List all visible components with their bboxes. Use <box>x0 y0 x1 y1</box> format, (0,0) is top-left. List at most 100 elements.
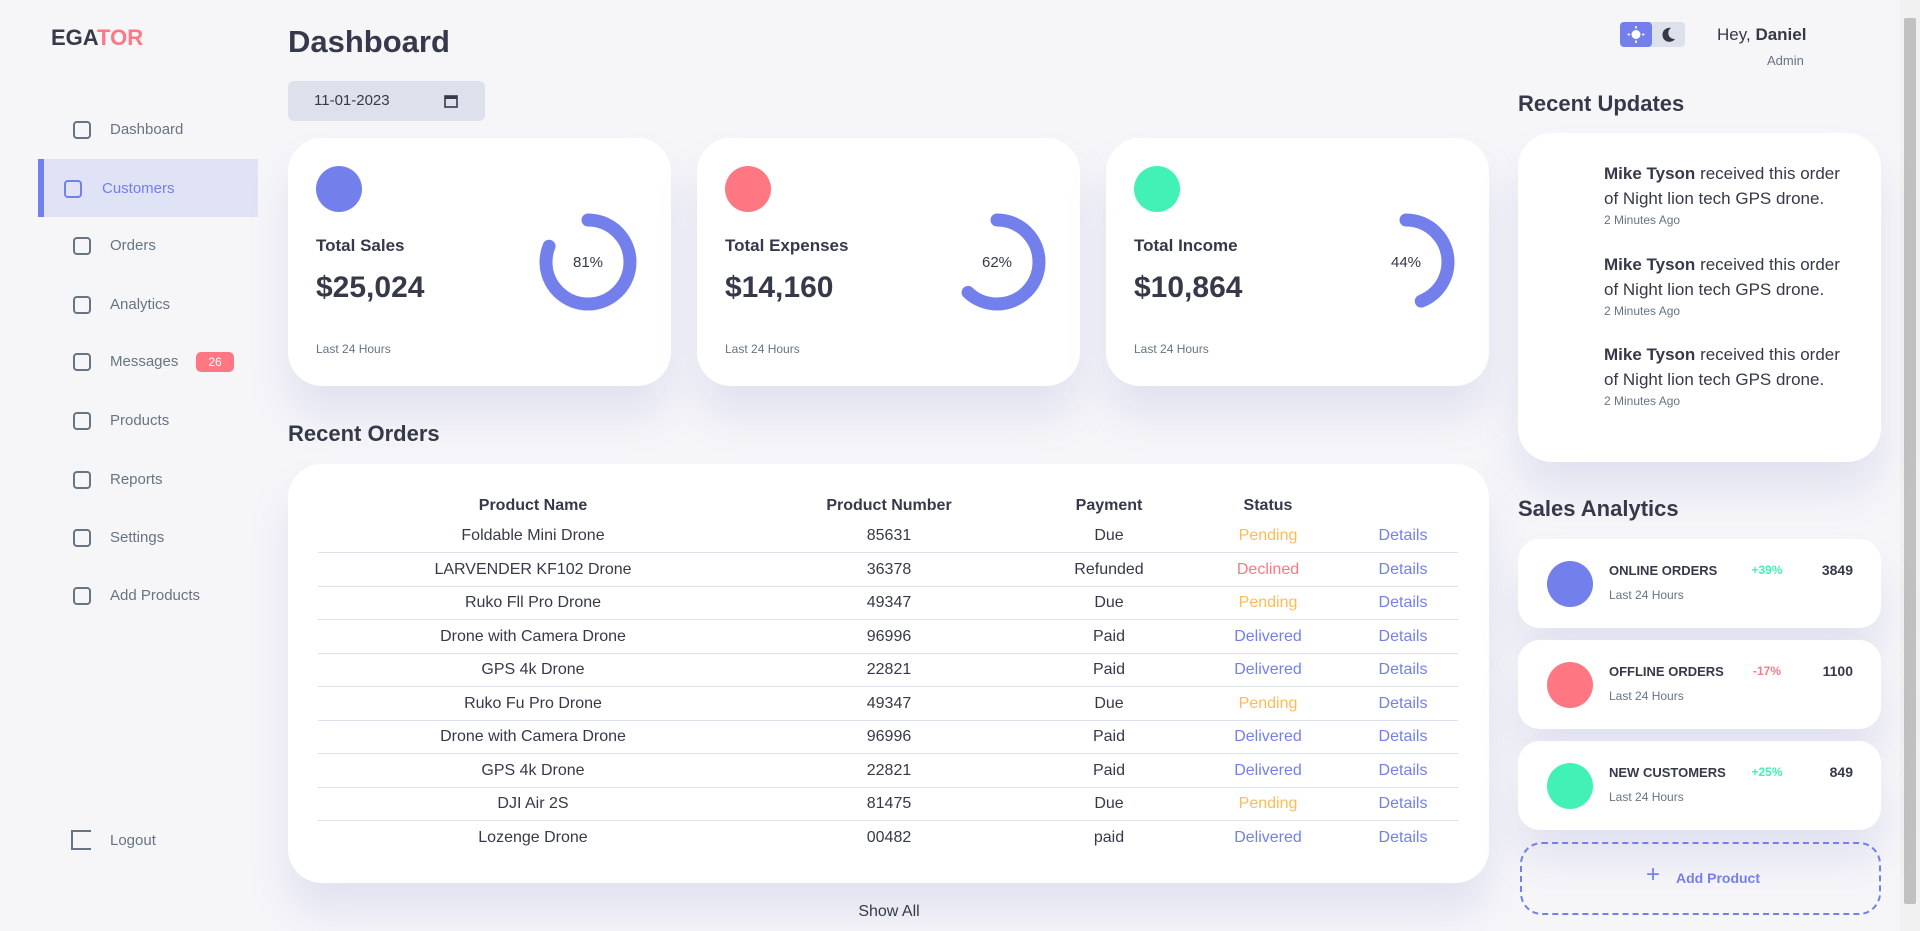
menu-icon <box>73 412 91 430</box>
section-title: Sales Analytics <box>1518 496 1679 521</box>
update-text: received this order of Night lion tech G… <box>1604 164 1840 208</box>
update-message: Mike Tyson received this order of Night … <box>1604 161 1856 211</box>
menu-item[interactable]: Messages <box>110 353 179 370</box>
details-link[interactable]: Details <box>1378 560 1428 578</box>
table-cell: Due <box>1094 594 1124 611</box>
card-value: $14,160 <box>725 271 834 304</box>
table-cell: Delivered <box>1234 761 1302 779</box>
menu-item[interactable]: Settings <box>110 529 165 546</box>
details-link[interactable]: Details <box>1378 527 1428 544</box>
active-item-bg[interactable] <box>38 159 258 217</box>
table-cell: Due <box>1094 527 1124 544</box>
menu-item[interactable]: Customers <box>102 180 175 197</box>
moon-icon[interactable] <box>1653 22 1685 47</box>
calendar-icon <box>444 95 458 108</box>
row-divider <box>318 552 1458 553</box>
menu-item[interactable]: Orders <box>110 237 156 254</box>
table-cell: Paid <box>1092 761 1126 779</box>
analytics-note: Last 24 Hours <box>1609 588 1684 602</box>
section-title: Recent Updates <box>1518 91 1685 116</box>
icon-shape <box>73 412 91 430</box>
table-cell: Pending <box>1238 694 1298 712</box>
stat-card: Total Expenses $14,160 Last 24 Hours 62% <box>697 138 1080 386</box>
icon-shape <box>73 121 91 139</box>
table-cell: 00482 <box>866 828 912 846</box>
menu-item[interactable]: Analytics <box>110 296 171 313</box>
add-product[interactable]: + Add Product <box>1520 842 1881 915</box>
light-mode[interactable] <box>1620 22 1652 47</box>
card-note: Last 24 Hours <box>1134 342 1209 356</box>
table-cell: Drone with Camera Drone <box>440 627 626 645</box>
table-cell: 49347 <box>866 694 912 712</box>
details-link[interactable]: Details <box>1378 694 1428 712</box>
analytics-item: OFFLINE ORDERS Last 24 Hours -17% 1100 <box>1518 640 1881 729</box>
details-link[interactable]: Details <box>1378 761 1428 779</box>
analytics-note: Last 24 Hours <box>1609 790 1684 804</box>
menu-item[interactable]: Reports <box>110 471 163 488</box>
updates-card: Mike Tyson received this order of Night … <box>1518 133 1881 462</box>
analytics-icon <box>1547 662 1593 708</box>
details-link[interactable]: Details <box>1378 594 1428 611</box>
menu-icon <box>73 471 91 489</box>
add-product-label: Add Product <box>1676 870 1760 886</box>
details-link[interactable]: Details <box>1378 627 1428 645</box>
menu-icon <box>73 237 91 255</box>
table-cell: LARVENDER KF102 Drone <box>434 560 632 578</box>
scrollbar-thumb[interactable] <box>1904 18 1916 904</box>
icon-shape <box>73 587 91 605</box>
show-all[interactable]: Show All <box>858 903 920 920</box>
menu-icon <box>64 180 82 198</box>
menu-item[interactable]: Dashboard <box>110 121 184 138</box>
details-link[interactable]: Details <box>1378 661 1428 678</box>
analytics-item: NEW CUSTOMERS Last 24 Hours +25% 849 <box>1518 741 1881 830</box>
details-link[interactable]: Details <box>1378 728 1428 745</box>
greeting: Hey, Daniel <box>1717 25 1806 45</box>
update-message: Mike Tyson received this order of Night … <box>1604 342 1856 392</box>
table-cell: Delivered <box>1234 627 1302 645</box>
user-name: Daniel <box>1755 25 1807 44</box>
table-cell: GPS 4k Drone <box>481 661 585 678</box>
progress-arc <box>1357 213 1455 311</box>
update-message: Mike Tyson received this order of Night … <box>1604 252 1856 302</box>
table-cell: 85631 <box>866 527 912 544</box>
update-time: 2 Minutes Ago <box>1604 303 1681 318</box>
menu-item[interactable]: Products <box>110 412 170 429</box>
details-link[interactable]: Details <box>1378 828 1428 846</box>
logo[interactable]: EGATOR <box>51 25 143 51</box>
details-link[interactable]: Details <box>1378 795 1428 812</box>
analytics-title: ONLINE ORDERS <box>1609 563 1718 578</box>
icon-shape <box>73 237 91 255</box>
menu-icon <box>73 587 91 605</box>
logout[interactable]: Logout <box>110 832 156 849</box>
theme-toggle[interactable] <box>1620 22 1685 47</box>
section-title: Recent Orders <box>288 421 440 446</box>
table-cell: Pending <box>1238 795 1298 812</box>
update-text: received this order of Night lion tech G… <box>1604 254 1840 299</box>
analytics-count: 3849 <box>1821 562 1853 578</box>
table-cell: Lozenge Drone <box>478 828 588 846</box>
icon-shape <box>73 529 91 547</box>
progress-ring: 62% <box>948 213 1046 311</box>
date-input[interactable]: 11-01-2023 <box>288 81 485 121</box>
analytics-count: 1100 <box>1822 663 1853 679</box>
table-cell: Drone with Camera Drone <box>440 728 626 745</box>
table-cell: Due <box>1094 795 1124 812</box>
card-icon <box>725 166 771 212</box>
table-cell: 49347 <box>866 594 912 611</box>
table-cell: Foldable Mini Drone <box>461 527 605 544</box>
progress-arc <box>948 213 1046 311</box>
card-value: $25,024 <box>316 271 425 304</box>
table-cell: Due <box>1094 694 1124 712</box>
table-cell: Pending <box>1238 594 1298 611</box>
scrollbar[interactable] <box>1900 0 1920 931</box>
menu-item[interactable]: Add Products <box>110 587 201 604</box>
table-header: Status <box>1243 497 1293 514</box>
menu-icon <box>73 296 91 314</box>
table-cell: 96996 <box>866 627 912 645</box>
menu-icon <box>73 529 91 547</box>
card-icon <box>1134 166 1180 212</box>
analytics-title: OFFLINE ORDERS <box>1609 664 1724 679</box>
progress-label: 81% <box>573 254 603 271</box>
analytics-count: 849 <box>1829 764 1853 780</box>
table-cell: 22821 <box>866 661 912 678</box>
